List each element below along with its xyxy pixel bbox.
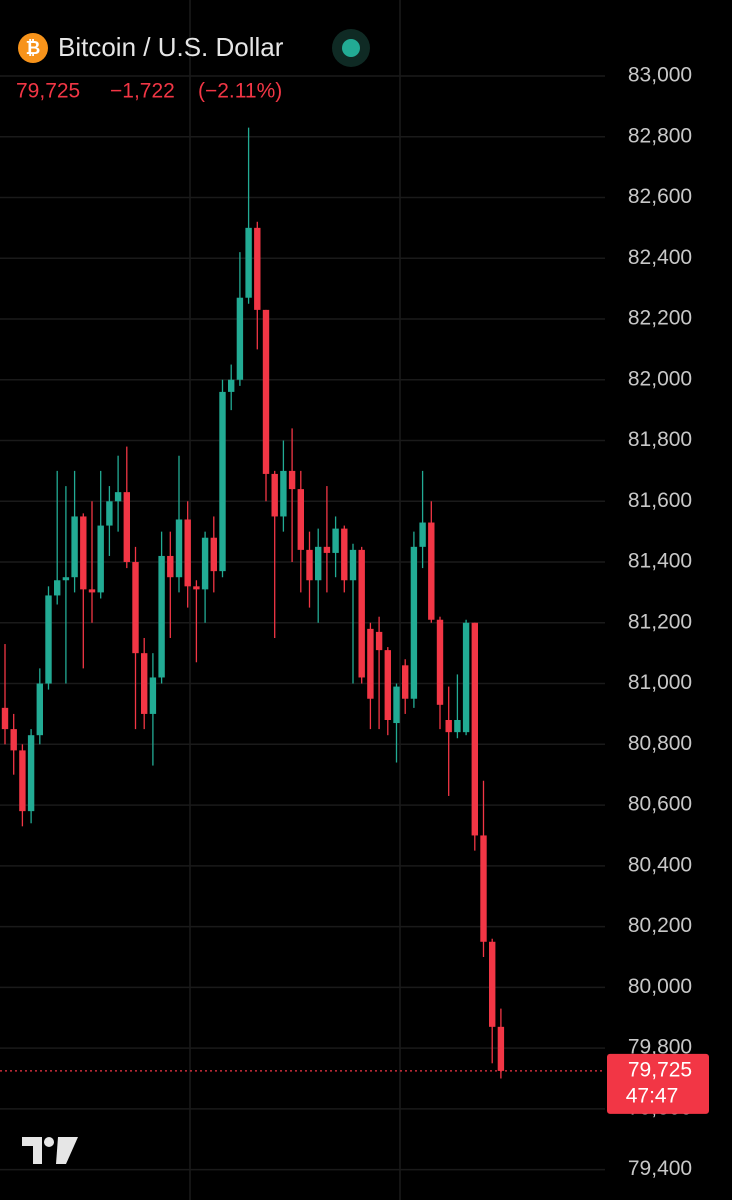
candle-body	[462, 622, 470, 733]
candle-body	[54, 580, 61, 596]
last-price: 79,725	[16, 80, 80, 103]
candle-body	[323, 546, 331, 553]
candle-body	[428, 522, 435, 620]
candle-body	[341, 528, 348, 581]
y-tick-label: 80,400	[628, 853, 692, 876]
candle-body	[375, 631, 383, 651]
candle-body	[419, 522, 426, 547]
candle-body	[393, 686, 400, 724]
y-tick-label: 83,000	[628, 63, 692, 86]
price-change: −1,722	[110, 80, 175, 103]
candle-body	[193, 586, 200, 590]
bitcoin-symbol: ₿	[26, 38, 41, 58]
price-tag-box	[607, 1053, 709, 1114]
candle-body	[97, 525, 104, 593]
candle-body	[236, 297, 244, 380]
candle-body	[297, 489, 304, 550]
candle-body	[280, 470, 287, 517]
y-tick-label: 80,600	[628, 793, 692, 816]
candle-body	[141, 653, 148, 714]
candle-body	[410, 546, 418, 699]
candle-body	[45, 595, 52, 684]
y-tick-label: 82,400	[628, 246, 692, 269]
bitcoin-icon	[18, 33, 48, 63]
candle-body	[262, 309, 270, 474]
candle-body	[271, 473, 278, 517]
candle-body	[19, 750, 26, 812]
y-tick-label: 82,000	[628, 367, 692, 390]
candle-body	[219, 391, 226, 572]
y-tick-label: 81,600	[628, 489, 692, 512]
candle-body	[254, 227, 261, 310]
candle-body	[88, 589, 96, 593]
y-tick-label: 81,400	[628, 550, 692, 573]
market-status-dot	[342, 39, 360, 57]
candle-body	[480, 835, 487, 942]
candle-body	[106, 501, 113, 526]
price-change-percent: (−2.11%)	[198, 80, 282, 103]
y-tick-label: 79,800	[628, 1036, 692, 1059]
candle-body	[10, 729, 17, 751]
candle-body	[245, 227, 252, 298]
candle-body	[436, 619, 444, 705]
candle-body	[445, 720, 452, 733]
chart-title: Bitcoin / U.S. Dollar	[58, 32, 284, 62]
y-tick-label: 80,000	[628, 975, 692, 998]
candle-body	[358, 549, 365, 678]
y-tick-label: 80,200	[628, 914, 692, 937]
candle-body	[71, 516, 78, 578]
price-tag-value: 79,725	[628, 1058, 692, 1081]
candles	[1, 127, 505, 1079]
candle-body	[149, 677, 157, 714]
y-tick-label: 82,200	[628, 307, 692, 330]
candle-body	[402, 665, 409, 699]
price-tag-countdown: 47:47	[626, 1084, 679, 1107]
y-tick-label: 82,600	[628, 185, 692, 208]
candle-body	[27, 735, 35, 812]
candle-body	[332, 528, 339, 553]
y-tick-label: 82,800	[628, 124, 692, 147]
candle-body	[201, 537, 209, 590]
candle-body	[175, 519, 183, 578]
tradingview-logo	[22, 1137, 78, 1164]
y-tick-label: 80,800	[628, 732, 692, 755]
y-tick-label: 81,200	[628, 610, 692, 633]
candle-body	[36, 683, 43, 736]
candle-body	[210, 537, 217, 572]
candle-body	[114, 492, 122, 502]
y-tick-label: 81,800	[628, 428, 692, 451]
candle-body	[497, 1026, 505, 1071]
candle-body	[384, 650, 391, 720]
candle-body	[288, 470, 296, 490]
candle-body	[454, 720, 461, 733]
candle-body	[123, 492, 130, 563]
candle-body	[132, 562, 139, 654]
candle-body	[315, 546, 322, 581]
candle-body	[367, 628, 374, 699]
y-tick-label: 79,400	[628, 1157, 692, 1180]
candle-body	[158, 555, 165, 678]
candle-body	[228, 379, 235, 392]
candle-body	[62, 577, 70, 581]
grid	[0, 75, 605, 1171]
candle-body	[489, 941, 496, 1027]
candle-body	[1, 707, 9, 730]
candle-body	[80, 516, 87, 590]
candle-body	[349, 549, 357, 581]
candle-body	[306, 549, 313, 581]
y-tick-label: 81,000	[628, 671, 692, 694]
price-tag: 79,725 47:47	[0, 1053, 709, 1114]
candle-body	[167, 555, 174, 578]
candle-body	[471, 622, 478, 836]
candle-body	[184, 519, 191, 587]
price-axis: 83,000 82,800 82,600 82,400 82,200 82,000 81,8…	[628, 63, 692, 1180]
